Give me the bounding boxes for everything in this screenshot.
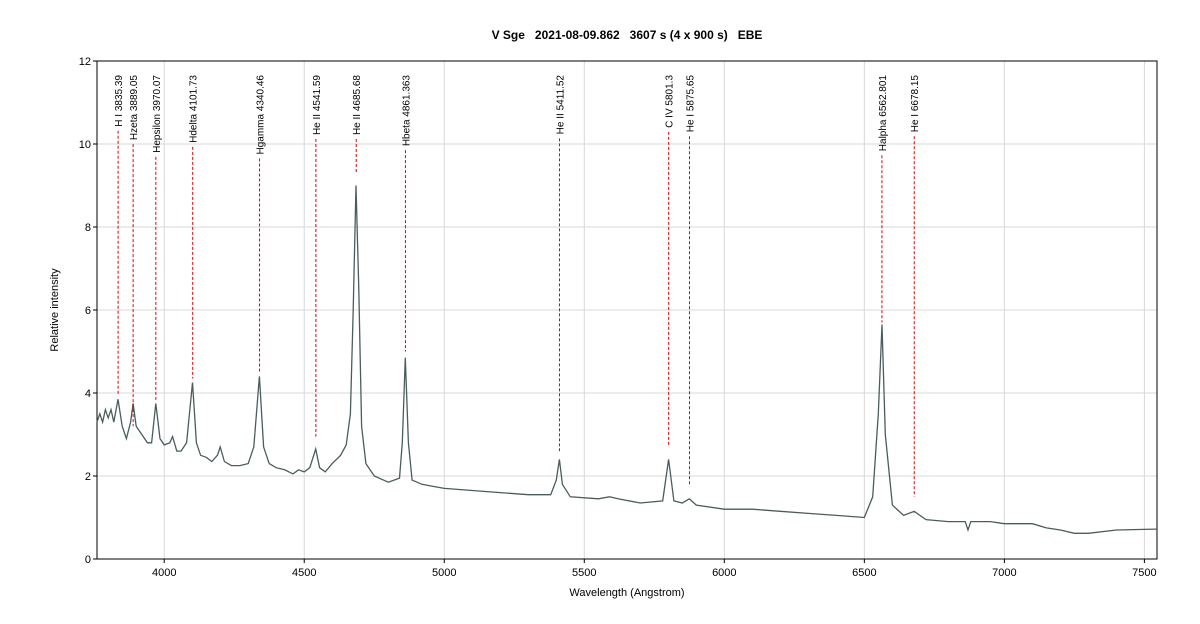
line-label: He I 6678.15 xyxy=(910,75,921,133)
x-axis-label: Wavelength (Angstrom) xyxy=(569,587,684,599)
line-label: He I 5875.65 xyxy=(685,75,696,133)
line-label: Hdelta 4101.73 xyxy=(189,75,200,143)
y-tick-label: 2 xyxy=(85,471,91,483)
line-label: Hzeta 3889.05 xyxy=(129,75,140,140)
x-tick-label: 4000 xyxy=(152,567,176,579)
x-tick-label: 6000 xyxy=(712,567,736,579)
y-tick-label: 0 xyxy=(85,554,91,566)
chart-title: V Sge 2021-08-09.862 3607 s (4 x 900 s) … xyxy=(492,28,763,42)
x-tick-label: 4500 xyxy=(292,567,316,579)
x-tick-label: 5000 xyxy=(432,567,456,579)
line-label: He II 4685.68 xyxy=(352,75,363,135)
spectrum-line xyxy=(96,185,1158,534)
x-tick-label: 7500 xyxy=(1132,567,1156,579)
line-label: Hgamma 4340.46 xyxy=(256,75,267,155)
y-axis-label: Relative intensity xyxy=(49,268,61,352)
line-label: Hbeta 4861.363 xyxy=(401,75,412,147)
y-tick-label: 8 xyxy=(85,222,91,234)
line-label: H I 3835.39 xyxy=(114,75,125,127)
line-label: Hepsilon 3970.07 xyxy=(152,75,163,153)
y-tick-label: 12 xyxy=(79,56,91,68)
line-label: He II 4541.59 xyxy=(312,75,323,135)
x-tick-label: 7000 xyxy=(992,567,1016,579)
y-tick-label: 4 xyxy=(85,388,91,400)
y-tick-label: 10 xyxy=(79,139,91,151)
y-tick-label: 6 xyxy=(85,305,91,317)
line-label: He II 5411.52 xyxy=(556,75,567,135)
x-tick-label: 6500 xyxy=(852,567,876,579)
plot-frame xyxy=(96,60,1158,560)
x-tick-label: 5500 xyxy=(572,567,596,579)
line-label: Halpha 6562.801 xyxy=(878,75,889,152)
line-label: C IV 5801.3 xyxy=(665,75,676,128)
